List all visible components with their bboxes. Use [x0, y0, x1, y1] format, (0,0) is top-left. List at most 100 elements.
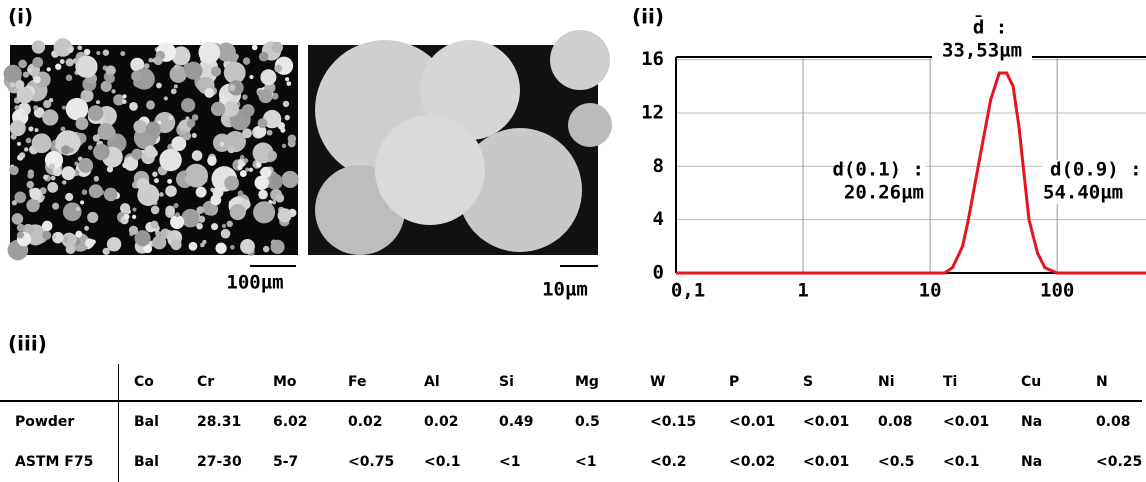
- sphere: [52, 234, 57, 239]
- sphere: [31, 40, 46, 54]
- sphere: [103, 187, 118, 202]
- sphere: [22, 111, 27, 117]
- table-cell: 0.49: [499, 414, 534, 430]
- sphere: [14, 105, 20, 111]
- sphere: [258, 189, 268, 200]
- sphere: [62, 236, 69, 243]
- sphere: [282, 100, 290, 108]
- sphere: [50, 175, 56, 181]
- sphere: [65, 97, 89, 121]
- table-cell: <0.5: [878, 454, 915, 470]
- sphere: [159, 192, 164, 197]
- sphere: [239, 154, 245, 160]
- sphere: [113, 94, 125, 106]
- sphere: [174, 64, 180, 70]
- sphere: [96, 51, 101, 56]
- sphere: [281, 170, 299, 189]
- sphere: [16, 87, 34, 104]
- sphere: [173, 84, 178, 89]
- sphere: [32, 56, 44, 68]
- sphere: [281, 143, 287, 149]
- sphere: [242, 57, 251, 65]
- sphere: [136, 177, 150, 192]
- sphere: [81, 189, 88, 195]
- sphere: [150, 205, 160, 215]
- sphere: [242, 94, 248, 100]
- sphere: [165, 185, 177, 197]
- sphere: [41, 220, 53, 232]
- x-tick-label: 1: [797, 280, 808, 302]
- sphere: [16, 141, 21, 146]
- sphere: [255, 161, 262, 168]
- sphere: [80, 94, 86, 100]
- sphere: [241, 104, 255, 118]
- table-cell: <0.01: [803, 414, 850, 430]
- sphere: [22, 71, 29, 78]
- sphere: [186, 119, 196, 128]
- sphere: [59, 59, 65, 64]
- sphere: [267, 150, 278, 161]
- sphere: [228, 80, 244, 96]
- sphere: [196, 206, 205, 214]
- sphere: [257, 118, 268, 129]
- sphere: [19, 152, 26, 159]
- sphere: [60, 126, 66, 132]
- sphere: [271, 92, 279, 100]
- table-cell: <0.02: [729, 454, 776, 470]
- table-cell: <0.1: [943, 454, 980, 470]
- sphere: [102, 247, 110, 255]
- sphere: [9, 81, 15, 88]
- annotation: 20.26µm: [844, 182, 924, 204]
- sphere: [143, 244, 153, 254]
- sphere: [171, 136, 187, 152]
- table-cell: Fe: [333, 364, 409, 402]
- y-tick-label: 4: [653, 208, 664, 230]
- sphere: [61, 166, 76, 181]
- sphere: [24, 147, 29, 152]
- sphere: [148, 57, 153, 63]
- sphere: [210, 194, 222, 206]
- sphere: [219, 141, 225, 147]
- sphere: [61, 145, 71, 155]
- sphere: [280, 127, 286, 133]
- sphere: [132, 214, 137, 219]
- y-tick-label: 16: [641, 48, 664, 70]
- sphere: [28, 126, 34, 132]
- panel-label: (i): [8, 5, 33, 29]
- table-cell: Cr: [182, 364, 258, 402]
- sphere: [224, 175, 239, 191]
- sphere: [211, 223, 219, 231]
- sphere: [145, 121, 161, 136]
- table-cell: Powder: [0, 401, 119, 442]
- table-cell: Na: [1021, 414, 1043, 430]
- sphere: [287, 139, 296, 148]
- sphere: [75, 230, 83, 238]
- sphere: [97, 123, 115, 140]
- figure: (i) (ii) (iii) 100µm 10µm 0 4 8 12 16 0,1 1 10 1…: [3, 5, 1146, 356]
- table-cell: Mo: [258, 364, 333, 402]
- table-cell: <1: [575, 454, 597, 470]
- sphere: [191, 132, 197, 139]
- sphere: [153, 55, 163, 66]
- annotation: d(0.9) :: [1050, 159, 1142, 181]
- table-cell: Bal: [134, 454, 159, 470]
- sphere: [85, 238, 95, 248]
- chart: 0 4 8 12 16 0,1 1 10 100 d̄ :33,53µm d(0.1) :20.26…: [641, 14, 1146, 302]
- sphere: [152, 235, 167, 250]
- sphere: [62, 202, 82, 222]
- sphere: [31, 133, 52, 154]
- sphere: [198, 41, 221, 64]
- label-bg: [846, 160, 926, 204]
- table-cell: 0.02: [348, 414, 383, 430]
- sphere: [254, 175, 269, 191]
- sphere: [204, 87, 215, 98]
- header-row: Co Cr Mo Fe Al Si Mg W P S Ni Ti Cu N: [0, 364, 1143, 402]
- sphere: [275, 193, 285, 203]
- y-tick-label: 0: [653, 262, 664, 284]
- annotation: 33,53µm: [942, 40, 1022, 62]
- sphere: [26, 180, 35, 189]
- sphere: [102, 49, 110, 56]
- table-cell: <0.75: [348, 454, 395, 470]
- sphere: [92, 134, 100, 142]
